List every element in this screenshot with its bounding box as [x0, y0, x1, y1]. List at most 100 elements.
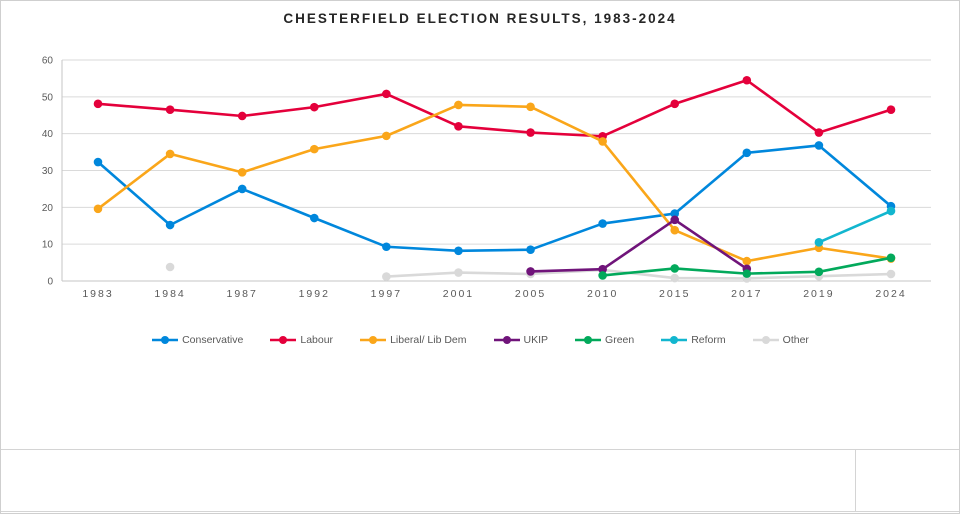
legend-marker-other	[752, 336, 779, 344]
legend-item-other: Other	[752, 334, 809, 346]
legend-item-liberal-lib-dem: Liberal/ Lib Dem	[359, 334, 467, 346]
data-point-conservative-1987	[237, 184, 247, 194]
legend-item-ukip: UKIP	[493, 334, 549, 346]
chart-legend: Conservative Labour Liberal/ Lib Dem UKIP Gr…	[1, 334, 959, 346]
series-line-conservative	[96, 144, 893, 253]
legend-label-liberal-lib-dem: Liberal/ Lib Dem	[390, 334, 467, 346]
y-axis-tick-label: 40	[42, 129, 54, 140]
legend-label-other: Other	[782, 334, 809, 346]
x-axis-label: 1987	[227, 288, 258, 300]
data-point-green-2024	[886, 253, 896, 263]
data-point-reform-2024	[886, 206, 896, 216]
data-point-conservative-1997	[382, 242, 391, 252]
y-axis-tick-label: 50	[42, 92, 54, 103]
legend-item-reform: Reform	[660, 334, 726, 346]
data-point-reform-2019	[814, 238, 824, 247]
vertical-divider-line	[855, 450, 856, 511]
data-point-other-1997	[382, 272, 391, 281]
y-axis-tick-label: 30	[42, 166, 54, 177]
y-axis-tick-label: 20	[42, 203, 54, 214]
x-axis-label: 2017	[731, 288, 762, 300]
legend-marker-green	[575, 336, 602, 344]
y-axis-tick-label: 10	[42, 240, 54, 251]
x-axis-label: 2010	[587, 288, 618, 300]
series-line-liberal-lib-dem	[96, 103, 893, 263]
legend-label-labour: Labour	[300, 334, 334, 346]
data-point-labour-2001	[454, 122, 463, 131]
legend-marker-liberal-lib-dem	[360, 336, 387, 344]
data-point-labour-2005	[526, 128, 535, 137]
data-point-liberal-lib-dem-1997	[382, 131, 391, 141]
data-point-ukip-2015	[670, 215, 680, 225]
data-point-labour-1987	[237, 111, 247, 121]
x-axis-label: 2015	[659, 288, 690, 300]
x-axis-label: 2001	[443, 288, 474, 300]
data-point-green-2010	[598, 271, 607, 280]
data-point-other-1984	[165, 262, 175, 272]
series-line-reform	[817, 209, 893, 244]
legend-item-conservative: Conservative	[151, 334, 243, 346]
data-point-conservative-1983	[93, 157, 103, 167]
data-point-conservative-2005	[526, 245, 535, 254]
x-axis-label: 1992	[299, 288, 330, 300]
legend-marker-ukip	[493, 336, 520, 344]
legend-item-green: Green	[574, 334, 634, 346]
data-point-labour-2017	[742, 75, 752, 85]
data-point-liberal-lib-dem-2001	[454, 100, 463, 110]
data-point-liberal-lib-dem-1983	[93, 204, 103, 214]
legend-label-green: Green	[605, 334, 635, 346]
data-point-labour-2024	[886, 105, 896, 115]
data-point-labour-2019	[814, 128, 824, 137]
series-line-labour	[96, 78, 893, 138]
bottom-border-line	[1, 511, 959, 512]
data-point-conservative-1992	[309, 213, 319, 223]
y-axis-tick-label: 0	[47, 277, 53, 288]
data-point-ukip-2005	[526, 267, 535, 276]
data-point-liberal-lib-dem-2015	[670, 225, 680, 235]
data-point-labour-1983	[93, 99, 103, 109]
data-point-other-2001	[454, 268, 463, 277]
data-point-liberal-lib-dem-1984	[165, 149, 175, 159]
data-point-labour-1997	[382, 89, 391, 99]
data-point-conservative-1984	[165, 220, 175, 230]
x-axis-label: 2005	[515, 288, 546, 300]
data-point-liberal-lib-dem-2017	[742, 256, 752, 266]
x-axis-label: 1997	[371, 288, 402, 300]
legend-label-reform: Reform	[691, 334, 726, 346]
legend-marker-reform	[661, 336, 688, 344]
data-point-green-2019	[814, 267, 824, 277]
data-point-conservative-2010	[598, 219, 607, 228]
data-point-conservative-2001	[454, 246, 463, 256]
series-line-other	[385, 268, 893, 280]
data-point-liberal-lib-dem-1992	[309, 144, 319, 154]
legend-label-conservative: Conservative	[182, 334, 244, 346]
legend-item-labour: Labour	[269, 334, 333, 346]
data-point-other-2015	[670, 273, 680, 283]
data-point-conservative-2017	[742, 148, 752, 158]
data-point-green-2017	[742, 269, 752, 278]
data-point-labour-2015	[670, 99, 680, 109]
data-point-labour-1992	[309, 102, 319, 112]
data-point-green-2015	[670, 264, 680, 273]
horizontal-divider-line	[1, 449, 959, 450]
x-axis-label: 2019	[803, 288, 834, 300]
data-point-liberal-lib-dem-2005	[526, 102, 535, 112]
data-point-conservative-2019	[814, 141, 824, 150]
data-point-other-2024	[886, 269, 896, 279]
series-line-ukip	[529, 218, 749, 273]
x-axis-label: 1983	[82, 288, 113, 300]
chart-title: CHESTERFIELD ELECTION RESULTS, 1983-2024	[283, 11, 677, 26]
data-point-ukip-2010	[598, 264, 607, 274]
legend-marker-conservative	[152, 336, 179, 344]
data-point-liberal-lib-dem-1987	[237, 168, 247, 177]
data-point-conservative-2015	[670, 209, 680, 218]
data-point-labour-1984	[165, 105, 175, 115]
line-chart-plot-area: 0 10 20 30 40 50 60 1983 1984 1987 1992 1997 2001 200…	[42, 56, 931, 300]
legend-marker-labour	[270, 336, 297, 344]
x-axis-label: 2024	[875, 288, 906, 300]
y-axis-tick-label: 60	[42, 56, 54, 67]
data-point-liberal-lib-dem-2010	[598, 137, 607, 146]
legend-label-ukip: UKIP	[523, 334, 549, 346]
x-axis-label: 1984	[154, 288, 185, 300]
